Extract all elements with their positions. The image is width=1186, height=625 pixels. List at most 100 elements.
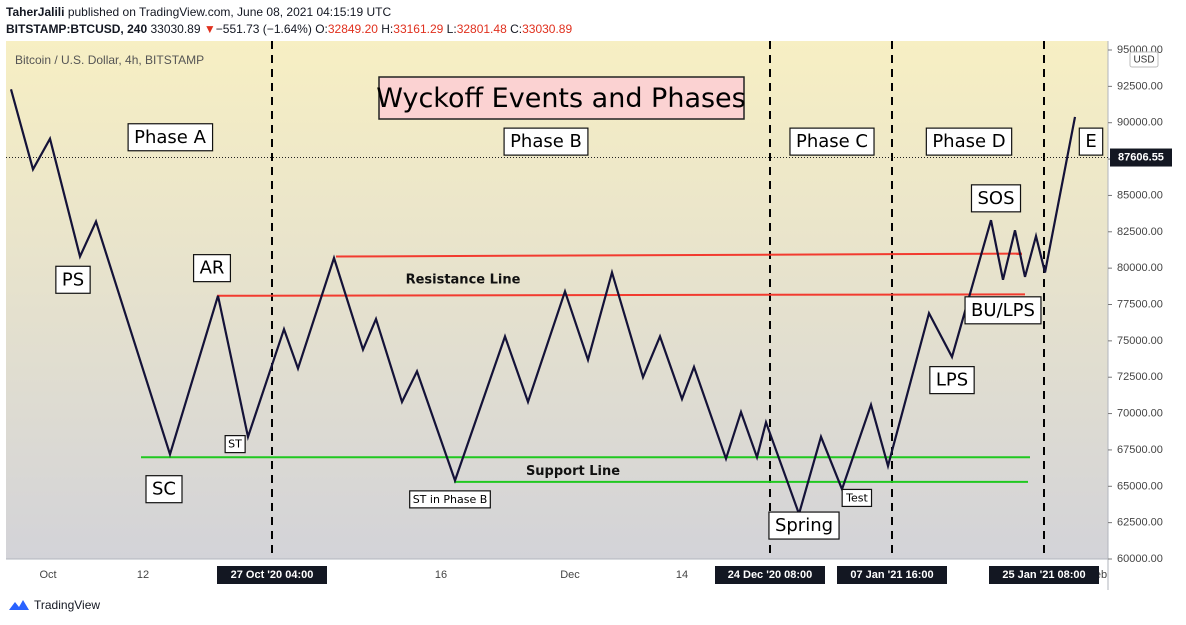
y-tick-label: 92500.00 (1117, 80, 1163, 92)
price-line[interactable] (9, 89, 1077, 518)
high-value: 33161.29 (393, 22, 444, 36)
event-label-bu-lps: BU/LPS (964, 296, 1042, 325)
event-label-st-in-phase-b-text: ST in Phase B (413, 493, 488, 506)
y-tick-label: 77500.00 (1117, 299, 1163, 311)
event-label-lps-text: LPS (936, 370, 968, 391)
x-highlight-tick-label: 25 Jan '21 08:00 (1002, 569, 1085, 581)
y-tick-label: 67500.00 (1117, 444, 1163, 456)
currency-badge[interactable]: USD (1129, 51, 1159, 68)
event-label-spring-box (768, 511, 840, 540)
event-label-sc-text: SC (152, 479, 176, 500)
open-value: 32849.20 (327, 22, 378, 36)
event-label-sos-box (970, 184, 1022, 213)
tradingview-logo[interactable]: TradingView (8, 598, 100, 612)
y-tick-label: 82500.00 (1117, 226, 1163, 238)
current-price-badge-bg (1110, 148, 1172, 167)
y-tick-label: 90000.00 (1117, 117, 1163, 129)
event-label-st-in-phase-b: ST in Phase B (409, 490, 491, 509)
event-label-lps-box (929, 366, 975, 395)
resistance-line-2 (335, 252, 1023, 258)
x-tick-label: 14 (676, 569, 688, 581)
down-arrow-icon: ▼ (203, 22, 216, 36)
event-label-st-text: ST (228, 438, 242, 451)
tradingview-logo-icon (9, 600, 29, 610)
phase-label-e: E (1078, 127, 1104, 156)
y-tick-label: 75000.00 (1117, 335, 1163, 347)
x-tick-label: Dec (560, 569, 580, 581)
chart-title: Wyckoff Events and Phases (376, 83, 745, 114)
x-tick-label: 16 (435, 569, 447, 581)
event-label-sc-box (145, 475, 183, 504)
event-label-st: ST (224, 435, 246, 454)
event-label-st-box (224, 435, 246, 454)
symbol-info: BITSTAMP:BTCUSD, 240 33030.89 ▼−551.73 (… (6, 22, 572, 36)
phase-label-phase-a-box (127, 123, 214, 152)
x-highlight-tick-label: 24 Dec '20 08:00 (728, 569, 813, 581)
current-price-badge: 87606.55 (1110, 148, 1172, 167)
open-label: O: (315, 22, 328, 36)
phase-label-phase-a-text: Phase A (134, 127, 206, 148)
publish-text: published on TradingView.com, June 08, 2… (67, 5, 392, 19)
phase-label-phase-d: Phase D (925, 127, 1013, 156)
y-tick-label: 85000.00 (1117, 189, 1163, 201)
high-label: H: (381, 22, 394, 36)
current-price-value: 87606.55 (1118, 152, 1164, 164)
y-tick-label: 70000.00 (1117, 408, 1163, 420)
phase-label-phase-b: Phase B (503, 127, 589, 156)
event-label-ar-text: AR (200, 258, 225, 279)
y-tick-label: 72500.00 (1117, 371, 1163, 383)
low-value: 32801.48 (456, 22, 507, 36)
x-highlight-tick: 07 Jan '21 16:00 (837, 566, 947, 584)
phase-label-phase-c-box (789, 127, 875, 156)
event-label-test-box (841, 488, 873, 508)
event-label-st-in-phase-b-box (409, 490, 491, 509)
event-label-bu-lps-text: BU/LPS (971, 300, 1035, 321)
symbol-name: BITSTAMP:BTCUSD, 240 (6, 22, 148, 36)
event-label-ar-box (192, 254, 232, 283)
event-label-lps: LPS (929, 366, 975, 395)
event-label-ar: AR (192, 254, 232, 283)
y-tick-label: 60000.00 (1117, 553, 1163, 565)
phase-label-phase-c: Phase C (789, 127, 875, 156)
currency-badge-bg (1129, 51, 1159, 68)
x-highlight-tick-bg (837, 566, 947, 584)
event-label-sos-text: SOS (977, 188, 1014, 209)
last-price: 33030.89 (150, 22, 201, 36)
x-tick-label: Oct (39, 569, 56, 581)
event-label-ps: PS (55, 265, 91, 294)
publish-info: TaherJalili published on TradingView.com… (6, 5, 391, 19)
event-label-spring-text: Spring (775, 515, 833, 536)
event-label-spring: Spring (768, 511, 840, 540)
phase-label-e-text: E (1085, 131, 1096, 152)
support-line-label: Support Line (526, 464, 620, 479)
phase-label-phase-a: Phase A (127, 123, 214, 152)
y-tick-label: 80000.00 (1117, 262, 1163, 274)
x-highlight-tick-bg (989, 566, 1099, 584)
close-value: 33030.89 (522, 22, 573, 36)
x-highlight-tick-bg (715, 566, 825, 584)
chart-title-box: Wyckoff Events and Phases (376, 76, 746, 120)
phase-label-phase-b-text: Phase B (510, 131, 582, 152)
x-highlight-tick-label: 07 Jan '21 16:00 (850, 569, 933, 581)
event-label-test: Test (841, 488, 873, 508)
phase-label-e-box (1078, 127, 1104, 156)
event-label-sc: SC (145, 475, 183, 504)
price-change: −551.73 (−1.64%) (215, 22, 312, 36)
phase-label-phase-c-text: Phase C (796, 131, 868, 152)
y-tick-label: 62500.00 (1117, 517, 1163, 529)
event-label-bu-lps-box (964, 296, 1042, 325)
resistance-line-1 (216, 293, 1026, 297)
low-label: L: (446, 22, 457, 36)
resistance-line-label: Resistance Line (406, 272, 521, 287)
x-highlight-tick: 25 Jan '21 08:00 (989, 566, 1099, 584)
x-highlight-tick-label: 27 Oct '20 04:00 (231, 569, 314, 581)
x-highlight-tick: 27 Oct '20 04:00 (217, 566, 327, 584)
x-tick-label: 12 (137, 569, 149, 581)
x-highlight-tick-bg (217, 566, 327, 584)
event-label-ps-text: PS (62, 269, 84, 290)
phase-label-phase-d-box (925, 127, 1013, 156)
event-label-sos: SOS (970, 184, 1022, 213)
author-name[interactable]: TaherJalili (6, 5, 65, 19)
phase-label-phase-b-box (503, 127, 589, 156)
